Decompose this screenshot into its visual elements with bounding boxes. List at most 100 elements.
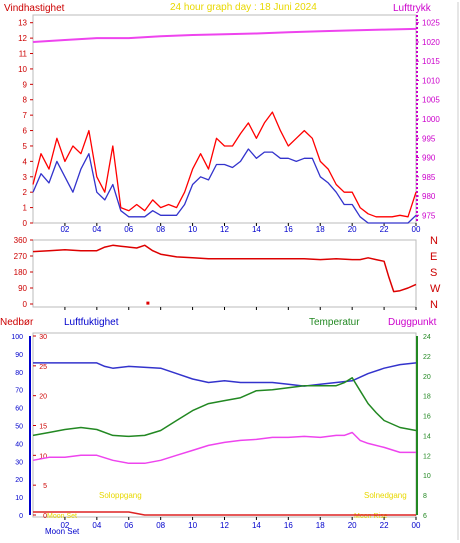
x-tick-label: 20 <box>348 521 357 530</box>
rain-tick-label: 5 <box>43 483 47 490</box>
direction-tick-label: 0 <box>23 300 28 309</box>
x-tick-label: 14 <box>252 521 261 530</box>
pressure-tick-label: 980 <box>422 192 436 201</box>
wind-tick-label: 9 <box>23 80 28 89</box>
x-tick-label: 00 <box>412 225 421 234</box>
rain-tick-label: 25 <box>39 364 47 371</box>
temperature-tick-label: 16 <box>423 414 431 421</box>
x-tick-label: 08 <box>156 521 165 530</box>
wind-tick-label: 4 <box>23 157 28 166</box>
pressure-tick-label: 990 <box>422 154 436 163</box>
rain-tick-label: 10 <box>39 453 47 460</box>
wind-tick-label: 2 <box>23 188 28 197</box>
x-tick-label: 16 <box>284 521 293 530</box>
compass-label: W <box>430 283 441 295</box>
moon-set-yellow-label: Moon Set <box>47 513 77 520</box>
x-tick-label: 12 <box>220 521 229 530</box>
x-tick-label: 22 <box>380 521 389 530</box>
humidity-tick-label: 0 <box>19 513 23 520</box>
wind-tick-label: 13 <box>18 19 27 28</box>
direction-tick-label: 360 <box>14 236 28 245</box>
wind-panel-frame <box>32 14 417 224</box>
pressure-tick-label: 985 <box>422 173 436 182</box>
compass-label: S <box>430 267 437 279</box>
wind-tick-label: 8 <box>23 96 28 105</box>
rain-label: Nedbør <box>0 317 34 328</box>
pressure-tick-label: 1025 <box>422 19 440 28</box>
wind-tick-label: 10 <box>18 65 27 74</box>
wind-tick-label: 5 <box>23 142 28 151</box>
humidity-tick-label: 100 <box>11 334 23 341</box>
direction-tick-label: 180 <box>14 268 28 277</box>
dewpoint-label: Duggpunkt <box>388 317 437 328</box>
wind-tick-label: 6 <box>23 127 28 136</box>
rain-tick-label: 20 <box>39 394 47 401</box>
x-tick-label: 06 <box>124 225 133 234</box>
series-dewpoint <box>32 431 416 465</box>
rain-tick-label: 15 <box>39 424 47 431</box>
pressure-label: Lufttrykk <box>393 3 432 14</box>
wind-tick-label: 7 <box>23 111 28 120</box>
moon-set-label: Moon Set <box>45 527 80 536</box>
rain-tick-label: 0 <box>43 513 47 520</box>
rain-tick-label: 30 <box>39 334 47 341</box>
humidity-tick-label: 20 <box>15 477 23 484</box>
sunrise-label: Soloppgang <box>99 491 142 500</box>
compass-label: N <box>430 235 438 247</box>
wind-tick-label: 11 <box>19 50 28 59</box>
temperature-tick-label: 6 <box>423 513 427 520</box>
pressure-tick-label: 1000 <box>422 115 440 124</box>
pressure-tick-label: 1005 <box>422 96 440 105</box>
x-tick-label: 02 <box>60 521 69 530</box>
series-direction <box>32 244 417 293</box>
temperature-tick-label: 22 <box>423 354 431 361</box>
x-tick-label: 22 <box>380 225 389 234</box>
x-tick-label: 00 <box>412 521 421 530</box>
x-tick-label: 10 <box>188 521 197 530</box>
series-pressure <box>32 27 417 43</box>
compass-label: E <box>430 251 437 263</box>
chart-title: 24 hour graph day : 18 Juni 2024 <box>170 2 317 13</box>
series-rain <box>33 511 416 516</box>
series-avg <box>32 148 417 224</box>
humidity-tick-label: 30 <box>15 459 23 466</box>
pressure-tick-label: 1010 <box>422 76 440 85</box>
pressure-tick-label: 1020 <box>422 38 440 47</box>
temperature-label: Temperatur <box>309 317 360 328</box>
series-humidity <box>33 362 417 387</box>
wind-tick-label: 1 <box>23 204 28 213</box>
humidity-panel-frame <box>32 332 417 518</box>
x-tick-label: 10 <box>188 225 197 234</box>
humidity-tick-label: 50 <box>15 424 23 431</box>
pressure-tick-label: 975 <box>422 211 436 220</box>
humidity-label: Luftfuktighet <box>64 317 119 328</box>
humidity-tick-label: 60 <box>15 406 23 413</box>
humidity-tick-label: 40 <box>15 441 23 448</box>
x-tick-label: 08 <box>156 225 165 234</box>
x-tick-label: 06 <box>124 521 133 530</box>
temperature-tick-label: 10 <box>423 473 431 480</box>
temperature-tick-label: 18 <box>423 394 431 401</box>
x-tick-label: 02 <box>60 225 69 234</box>
temperature-tick-label: 14 <box>423 433 431 440</box>
pressure-tick-label: 995 <box>422 134 436 143</box>
temperature-tick-label: 12 <box>423 453 431 460</box>
sunset-label: Solnedgang <box>364 491 407 500</box>
moon-rise-label: Moon Rise <box>354 513 388 520</box>
temperature-tick-label: 20 <box>423 374 431 381</box>
series-temperature <box>32 377 417 438</box>
temperature-tick-label: 24 <box>423 334 431 341</box>
series-gust <box>32 111 417 218</box>
x-tick-label: 20 <box>348 225 357 234</box>
x-tick-label: 04 <box>92 225 101 234</box>
wind-tick-label: 3 <box>23 173 28 182</box>
pressure-tick-label: 1015 <box>422 57 440 66</box>
humidity-tick-label: 80 <box>15 370 23 377</box>
compass-label: N <box>430 299 438 311</box>
wind-tick-label: 0 <box>23 219 28 228</box>
direction-dot <box>146 301 150 305</box>
temperature-tick-label: 8 <box>423 493 427 500</box>
